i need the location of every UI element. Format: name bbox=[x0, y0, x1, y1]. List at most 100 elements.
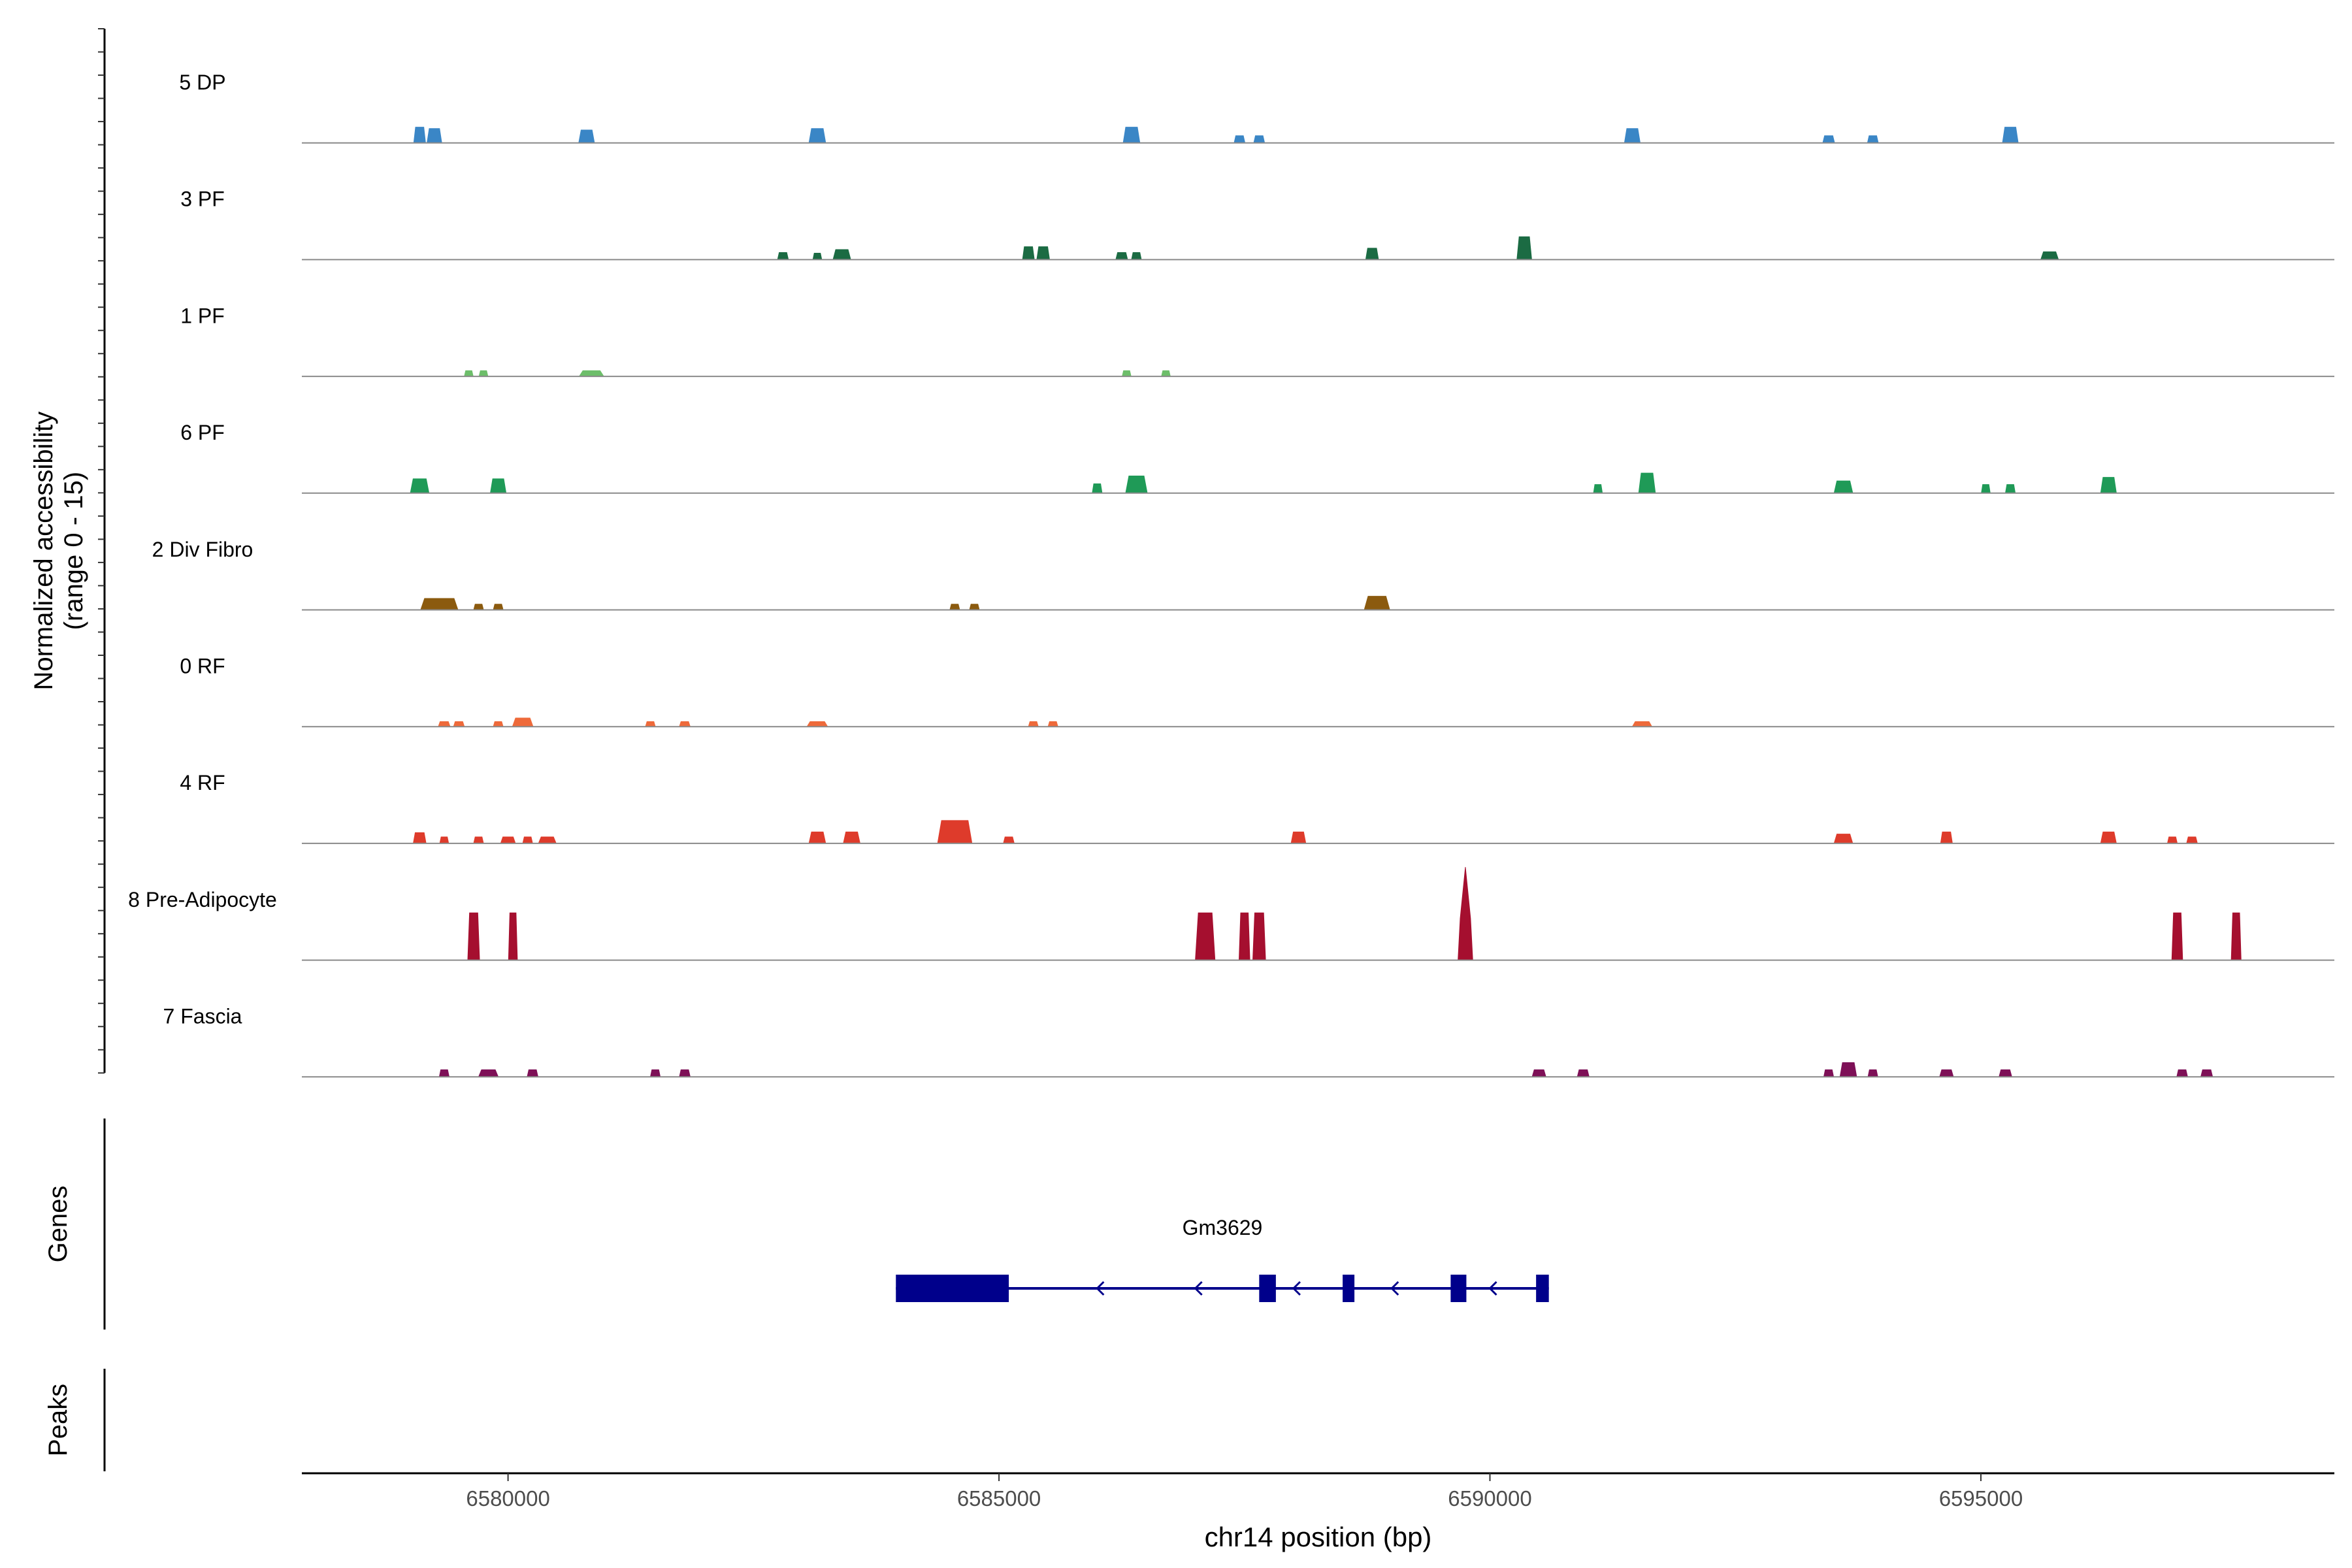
peak-6 bbox=[1131, 252, 1142, 260]
peak-4 bbox=[522, 836, 533, 844]
peak-8 bbox=[1839, 1062, 1857, 1077]
peak-1 bbox=[489, 478, 507, 494]
peak-8 bbox=[1047, 721, 1058, 727]
x-tick-label: 6595000 bbox=[1939, 1486, 2023, 1511]
peak-11 bbox=[1999, 1069, 2012, 1077]
peak-2 bbox=[473, 836, 484, 844]
peak-2 bbox=[1195, 912, 1216, 961]
y-axis-label-line: (range 0 - 15) bbox=[59, 472, 88, 630]
peak-2 bbox=[578, 370, 605, 377]
peak-3 bbox=[1125, 475, 1148, 494]
peak-8 bbox=[1516, 236, 1532, 260]
peak-0 bbox=[413, 127, 426, 144]
y-axis-label: Normalized accessibility(range 0 - 15) bbox=[29, 412, 88, 691]
peak-9 bbox=[2040, 251, 2059, 260]
genes-panel: Genes Gm3629 Peaks bbox=[44, 1119, 1549, 1471]
peak-4 bbox=[1036, 246, 1051, 260]
peak-6 bbox=[806, 721, 828, 727]
peak-8 bbox=[2004, 484, 2016, 494]
gene-exon-2 bbox=[1343, 1275, 1355, 1302]
peak-3 bbox=[1239, 912, 1250, 961]
peak-2 bbox=[527, 1069, 539, 1077]
track-5-dp: 5 DP bbox=[179, 71, 2334, 144]
peak-10 bbox=[1290, 831, 1307, 844]
peak-4 bbox=[1122, 127, 1141, 144]
track-6-pf: 6 PF bbox=[180, 421, 2334, 494]
peak-4 bbox=[645, 721, 656, 727]
peak-6 bbox=[1253, 135, 1266, 144]
peak-0 bbox=[410, 478, 430, 494]
x-axis-label: chr14 position (bp) bbox=[1205, 1522, 1432, 1552]
peak-0 bbox=[777, 252, 789, 260]
strand-arrow-0 bbox=[1096, 1281, 1105, 1296]
peak-4 bbox=[1593, 484, 1603, 494]
peak-0 bbox=[420, 598, 459, 610]
peak-5 bbox=[1638, 472, 1656, 494]
gene-exon-0 bbox=[896, 1275, 1009, 1302]
peak-13 bbox=[2200, 1069, 2213, 1077]
peak-6 bbox=[808, 831, 826, 844]
track-label: 0 RF bbox=[180, 655, 225, 678]
peak-6 bbox=[1576, 1069, 1590, 1077]
peak-12 bbox=[1940, 831, 1953, 844]
peak-5 bbox=[1458, 867, 1473, 961]
peak-5 bbox=[538, 836, 557, 844]
peak-7 bbox=[1981, 484, 1991, 494]
track-4-rf: 4 RF bbox=[180, 771, 2334, 844]
x-tick-label: 6590000 bbox=[1448, 1486, 1531, 1511]
peak-15 bbox=[2186, 836, 2198, 844]
track-label: 5 DP bbox=[179, 71, 225, 94]
track-0-rf: 0 RF bbox=[180, 655, 2334, 728]
peak-3 bbox=[1022, 246, 1035, 260]
peak-7 bbox=[1624, 128, 1641, 144]
peak-8 bbox=[937, 820, 973, 844]
peak-1 bbox=[439, 836, 449, 844]
peak-4 bbox=[679, 1069, 691, 1077]
peak-1 bbox=[453, 721, 465, 727]
peak-1 bbox=[427, 128, 442, 144]
peak-3 bbox=[512, 717, 534, 727]
peak-3 bbox=[500, 836, 516, 844]
track-2-div-fibro: 2 Div Fibro bbox=[152, 538, 2334, 611]
gene-exon-4 bbox=[1536, 1275, 1549, 1302]
peak-8 bbox=[1822, 135, 1835, 144]
peak-9 bbox=[2100, 477, 2117, 494]
peak-5 bbox=[1364, 596, 1390, 610]
peak-1 bbox=[508, 912, 518, 961]
track-label: 8 Pre-Adipocyte bbox=[128, 888, 277, 911]
peak-5 bbox=[1233, 135, 1246, 144]
track-label: 2 Div Fibro bbox=[152, 538, 253, 561]
track-label: 4 RF bbox=[180, 771, 225, 794]
peak-9 bbox=[1003, 836, 1015, 844]
peak-14 bbox=[2166, 836, 2178, 844]
genes-label: Genes bbox=[44, 1186, 73, 1263]
gene-name: Gm3629 bbox=[1183, 1216, 1263, 1239]
strand-arrow-2 bbox=[1292, 1281, 1301, 1296]
peak-4 bbox=[1161, 370, 1171, 377]
peak-2 bbox=[832, 249, 851, 260]
coverage-tracks: 5 DP 3 PF 1 PF 6 PF 2 Div Fibro 0 RF 4 RF 8 Pre… bbox=[128, 71, 2334, 1078]
peak-7 bbox=[2230, 912, 2242, 961]
track-label: 1 PF bbox=[180, 304, 225, 327]
gene-exon-1 bbox=[1259, 1275, 1276, 1302]
peak-4 bbox=[1252, 912, 1266, 961]
peak-6 bbox=[1833, 480, 1854, 494]
peak-5 bbox=[679, 721, 691, 727]
peak-9 bbox=[1867, 135, 1879, 144]
track-label: 6 PF bbox=[180, 421, 225, 444]
peaks-label: Peaks bbox=[44, 1384, 73, 1456]
peak-5 bbox=[1115, 252, 1128, 260]
peak-7 bbox=[1028, 721, 1039, 727]
peak-7 bbox=[1823, 1069, 1835, 1077]
track-3-pf: 3 PF bbox=[180, 188, 2334, 261]
peak-11 bbox=[1833, 834, 1854, 844]
peak-1 bbox=[478, 1069, 499, 1077]
peak-9 bbox=[1631, 721, 1653, 727]
track-label: 3 PF bbox=[180, 188, 225, 211]
gene-exon-3 bbox=[1450, 1275, 1467, 1302]
peak-13 bbox=[2100, 831, 2117, 844]
peak-2 bbox=[578, 129, 595, 144]
peak-12 bbox=[2176, 1069, 2188, 1077]
